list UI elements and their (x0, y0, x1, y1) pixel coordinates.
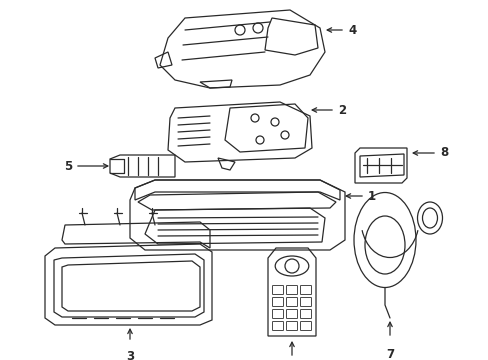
Text: 1: 1 (367, 189, 375, 202)
Text: 2: 2 (337, 104, 346, 117)
Text: 3: 3 (126, 350, 134, 360)
Text: 4: 4 (347, 23, 356, 36)
Text: 7: 7 (385, 348, 393, 360)
Text: 5: 5 (63, 159, 72, 172)
Text: 8: 8 (439, 147, 447, 159)
